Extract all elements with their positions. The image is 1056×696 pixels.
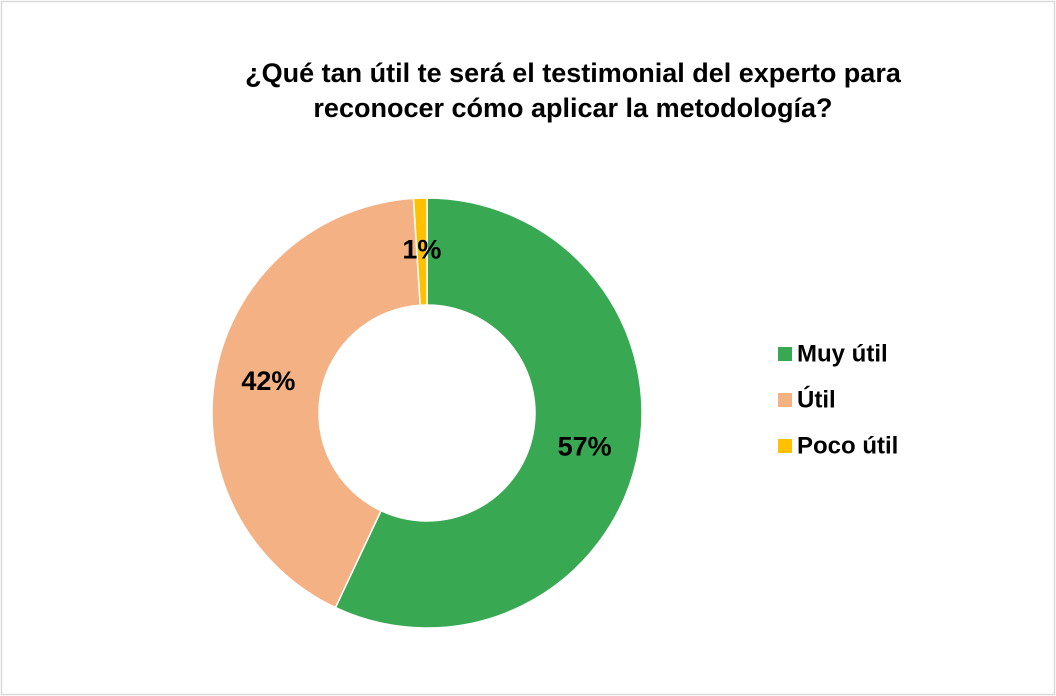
legend-swatch (778, 347, 792, 361)
chart-title: reconocer cómo aplicar la metodología? (313, 93, 832, 123)
donut-segment (412, 197, 428, 307)
chart-title: ¿Qué tan útil te será el testimonial del… (245, 58, 902, 88)
donut-segment (211, 197, 422, 609)
data-label: 57% (558, 431, 612, 461)
data-label: 1% (402, 235, 441, 265)
data-label: 42% (241, 366, 295, 396)
legend-label: Muy útil (797, 340, 888, 367)
donut-segment (334, 197, 643, 629)
legend-swatch (778, 439, 792, 453)
legend-swatch (778, 393, 792, 407)
legend-label: Poco útil (797, 432, 898, 459)
legend-label: Útil (797, 385, 836, 413)
